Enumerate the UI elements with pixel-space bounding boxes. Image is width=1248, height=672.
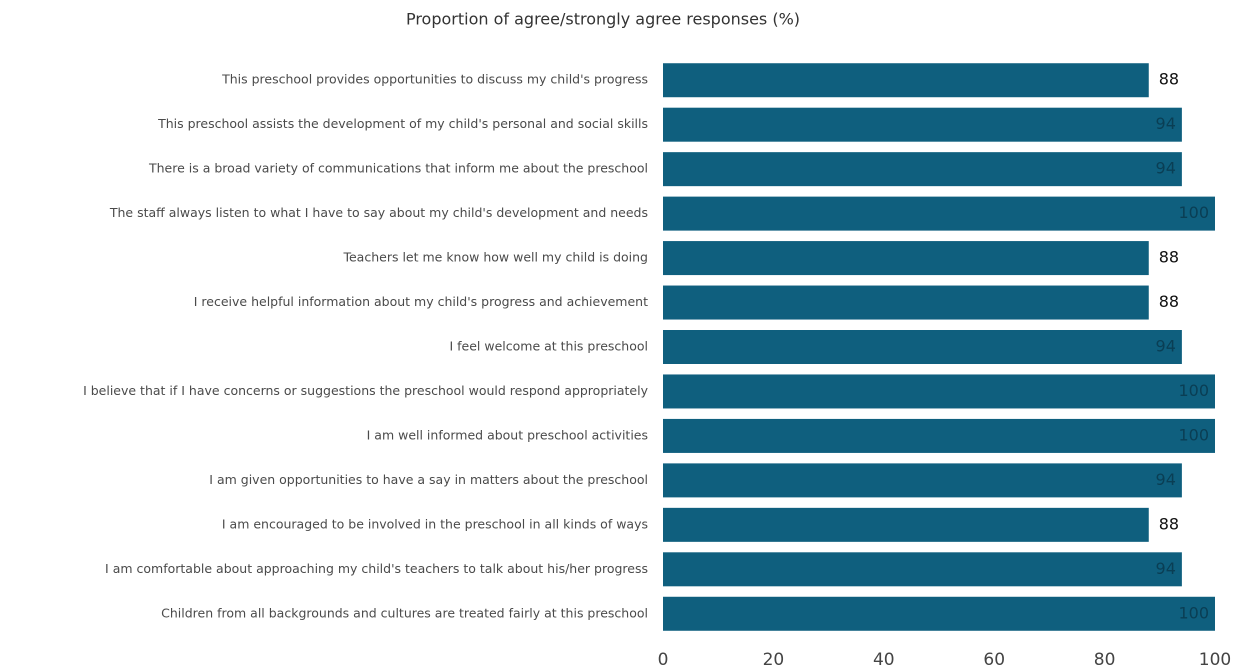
bar xyxy=(663,418,1215,453)
bar xyxy=(663,196,1215,231)
bar xyxy=(663,152,1182,187)
bar xyxy=(663,330,1182,364)
value-label: 94 xyxy=(1156,114,1176,133)
x-tick-label: 40 xyxy=(873,650,895,670)
y-tick-label: I believe that if I have concerns or sug… xyxy=(83,383,649,398)
value-label: 88 xyxy=(1159,514,1179,533)
bar xyxy=(663,107,1182,142)
bar xyxy=(663,552,1182,587)
y-tick-label: There is a broad variety of communicatio… xyxy=(148,161,648,176)
x-tick-label: 20 xyxy=(763,650,785,670)
bar xyxy=(663,507,1149,542)
bar xyxy=(663,596,1215,631)
value-label: 100 xyxy=(1178,425,1209,444)
y-tick-label: The staff always listen to what I have t… xyxy=(109,205,648,220)
value-label: 100 xyxy=(1178,603,1209,622)
y-tick-label: I receive helpful information about my c… xyxy=(194,294,648,309)
y-tick-label: I feel welcome at this preschool xyxy=(449,339,648,354)
value-label: 94 xyxy=(1156,159,1176,178)
bar xyxy=(663,63,1149,98)
value-label: 88 xyxy=(1159,292,1179,311)
y-tick-label: I am comfortable about approaching my ch… xyxy=(105,561,648,576)
bar xyxy=(663,241,1149,276)
value-label: 94 xyxy=(1156,470,1176,489)
y-tick-label: Teachers let me know how well my child i… xyxy=(342,250,648,265)
y-tick-label: Children from all backgrounds and cultur… xyxy=(161,605,648,620)
x-tick-label: 100 xyxy=(1199,650,1231,670)
value-label: 88 xyxy=(1159,248,1179,267)
bar xyxy=(663,285,1149,320)
y-tick-label: I am well informed about preschool activ… xyxy=(367,427,648,442)
value-label: 100 xyxy=(1178,203,1209,222)
value-label: 94 xyxy=(1156,559,1176,578)
y-tick-label: I am given opportunities to have a say i… xyxy=(209,472,648,487)
value-label: 94 xyxy=(1156,337,1176,356)
value-label: 100 xyxy=(1178,381,1209,400)
x-tick-label: 0 xyxy=(658,650,669,670)
y-tick-label: This preschool provides opportunities to… xyxy=(221,72,648,87)
value-label: 88 xyxy=(1159,70,1179,89)
bar xyxy=(663,463,1182,498)
x-tick-label: 60 xyxy=(983,650,1005,670)
chart-title: Proportion of agree/strongly agree respo… xyxy=(406,10,800,29)
bar xyxy=(663,374,1215,409)
x-tick-label: 80 xyxy=(1094,650,1116,670)
y-tick-label: I am encouraged to be involved in the pr… xyxy=(222,516,648,531)
y-tick-label: This preschool assists the development o… xyxy=(157,116,648,131)
